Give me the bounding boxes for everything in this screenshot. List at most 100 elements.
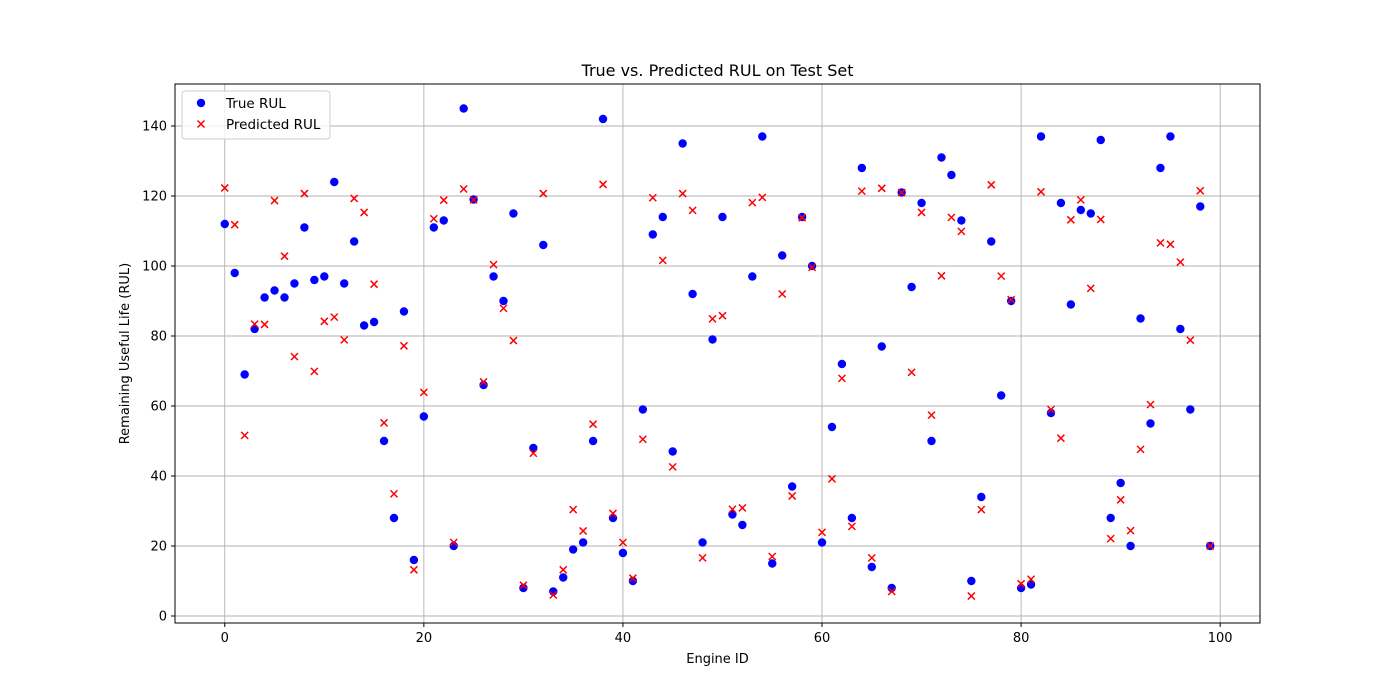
- true-rul-point: [608, 513, 618, 523]
- true-rul-point: [389, 513, 399, 523]
- predicted-rul-point: [539, 189, 548, 198]
- legend-marker-predicted: [196, 119, 206, 129]
- true-rul-point: [857, 163, 867, 173]
- predicted-rul-point: [668, 462, 677, 471]
- predicted-rul-point: [967, 592, 976, 601]
- predicted-rul-point: [778, 289, 787, 299]
- true-rul-point: [320, 272, 329, 281]
- predicted-rul-point: [1126, 526, 1135, 535]
- true-rul-point: [1086, 209, 1095, 218]
- predicted-rul-point: [788, 491, 797, 500]
- predicted-rul-point: [579, 526, 588, 535]
- true-rul-point: [379, 436, 389, 446]
- true-rul-point: [827, 422, 837, 432]
- true-rul-point: [1116, 478, 1125, 488]
- predicted-rul-point: [997, 272, 1006, 281]
- predicted-rul-point: [1156, 238, 1165, 247]
- predicted-rul-point: [867, 553, 876, 562]
- predicted-rul-point: [499, 304, 508, 313]
- predicted-rul-point: [380, 418, 389, 427]
- predicted-rul-point: [608, 509, 618, 518]
- true-rul-point: [1156, 163, 1165, 173]
- true-rul-point: [1196, 202, 1205, 211]
- true-rul-point: [310, 275, 319, 285]
- predicted-rul-point: [509, 336, 518, 345]
- x-tick-label: 40: [615, 631, 632, 646]
- predicted-rul-point: [638, 435, 647, 444]
- true-rul-point: [349, 237, 359, 246]
- true-rul-point: [867, 562, 876, 572]
- true-rul-point: [758, 132, 767, 141]
- predicted-rul-point: [1096, 215, 1105, 224]
- true-rul-point: [787, 482, 797, 491]
- true-rul-point: [618, 548, 628, 558]
- predicted-rul-point: [270, 196, 279, 205]
- predicted-rul-point: [1076, 195, 1085, 204]
- predicted-rul-point: [837, 374, 846, 383]
- y-tick-label: 80: [150, 330, 167, 345]
- predicted-rul-point: [1166, 240, 1175, 249]
- predicted-rul-point: [598, 180, 608, 189]
- true-rul-point: [1126, 541, 1135, 551]
- predicted-rul-point: [937, 271, 946, 280]
- true-rul-point: [1016, 583, 1026, 593]
- true-rul-point: [280, 293, 289, 302]
- true-rul-point: [977, 492, 986, 502]
- predicted-rul-point: [698, 553, 707, 562]
- predicted-rul-point: [857, 187, 866, 196]
- true-rul-point: [260, 293, 269, 302]
- predicted-rul-point: [519, 581, 528, 590]
- y-tick-label: 40: [150, 470, 167, 485]
- true-rul-point: [578, 538, 588, 547]
- true-rul-point: [240, 370, 249, 379]
- predicted-rul-point: [300, 189, 309, 198]
- predicted-rul-point: [728, 505, 737, 514]
- predicted-rul-point: [310, 367, 319, 376]
- true-rul-point: [658, 212, 667, 222]
- axis-ticks: 0 20 40 60 80 100 0 20 40 60 80 100 120 140: [142, 120, 1232, 647]
- predicted-rul-point: [1056, 434, 1065, 443]
- x-tick-label: 60: [814, 631, 831, 646]
- predicted-rul-point: [1186, 336, 1195, 345]
- true-rul-point: [1186, 405, 1195, 414]
- predicted-rul-point: [250, 320, 259, 329]
- true-rul-point: [817, 538, 827, 547]
- predicted-rul-point: [957, 227, 966, 236]
- x-tick-label: 80: [1013, 631, 1030, 646]
- true-rul-point: [678, 139, 687, 148]
- y-tick-label: 60: [150, 400, 167, 415]
- predicted-rul-point: [290, 352, 299, 361]
- true-rul-point: [768, 559, 777, 568]
- y-tick-label: 100: [142, 260, 167, 275]
- predicted-rul-point: [320, 317, 329, 326]
- true-rul-point: [917, 198, 926, 208]
- true-rul-point: [947, 170, 956, 180]
- predicted-rul-point: [1176, 258, 1185, 267]
- true-rul-point: [1076, 205, 1086, 215]
- true-rul-point: [359, 321, 369, 330]
- legend-label-true: True RUL: [225, 96, 286, 112]
- true-rul-point: [539, 240, 548, 250]
- predicted-rul-point: [748, 198, 757, 207]
- true-rul-point: [300, 223, 309, 232]
- predicted-rul-point: [798, 213, 807, 222]
- predicted-rul-point: [1146, 400, 1155, 409]
- predicted-rul-point: [1106, 534, 1115, 543]
- true-rul-point: [1066, 300, 1076, 309]
- true-rul-point: [638, 405, 648, 414]
- true-rul-point: [330, 177, 339, 187]
- predicted-rul-point: [758, 193, 767, 202]
- predicted-rul-point: [1116, 495, 1125, 504]
- plot-frame: [174, 83, 1261, 624]
- true-rul-point: [907, 282, 916, 292]
- predicted-rul-point: [768, 552, 777, 561]
- predicted-rul-point: [1007, 295, 1016, 304]
- true-rul-point: [778, 251, 787, 260]
- predicted-rul-point: [409, 565, 418, 574]
- predicted-rul-point: [718, 311, 727, 320]
- true-rul-point: [568, 545, 578, 554]
- y-tick-label: 20: [150, 540, 167, 555]
- predicted-rul-point: [1136, 445, 1145, 454]
- predicted-rul-point: [688, 206, 697, 215]
- predicted-rul-point: [658, 256, 667, 265]
